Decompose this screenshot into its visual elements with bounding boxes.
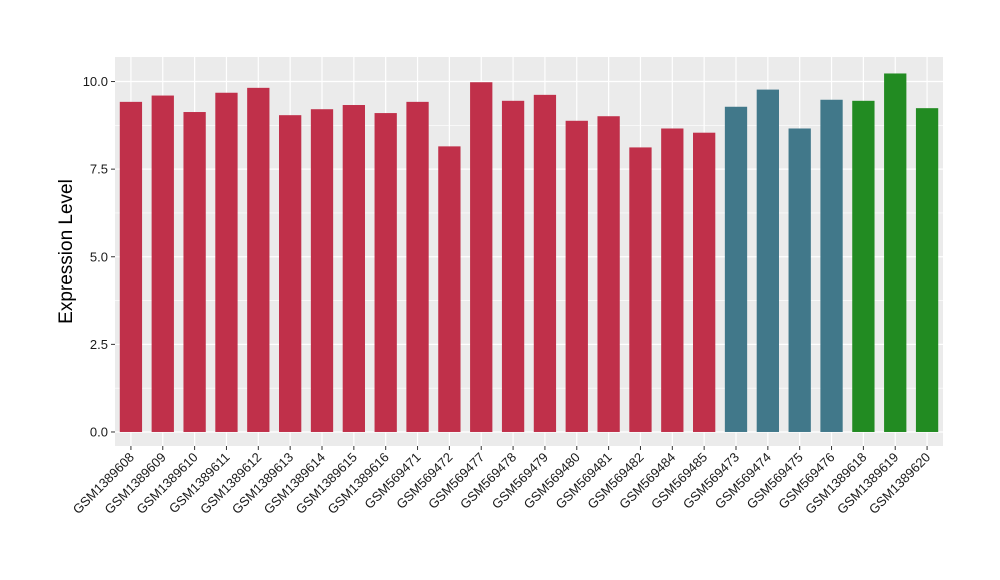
y-tick-label: 5.0 (90, 249, 108, 264)
bar-gsm1389619 (884, 73, 907, 432)
bar-gsm1389618 (852, 100, 875, 432)
y-axis: 0.0 2.5 5.0 7.5 10.0 (83, 74, 115, 439)
bar-gsm569475 (788, 128, 811, 432)
bar-gsm569474 (756, 89, 779, 432)
y-tick-label: 7.5 (90, 162, 108, 177)
bar-gsm569477 (470, 82, 493, 432)
bar-gsm569481 (597, 116, 620, 432)
bar-gsm1389613 (279, 115, 302, 432)
bar-gsm569476 (820, 99, 843, 432)
bar-gsm1389616 (374, 113, 397, 432)
bar-gsm569471 (406, 101, 429, 432)
bar-gsm1389610 (183, 112, 206, 432)
bar-gsm569478 (501, 100, 525, 432)
bar-gsm569482 (629, 147, 652, 432)
bar-gsm1389614 (310, 109, 334, 432)
bar-gsm1389608 (119, 101, 143, 432)
bar-gsm569479 (533, 94, 557, 432)
bar-gsm569473 (724, 106, 748, 432)
y-tick-label: 2.5 (90, 337, 108, 352)
bar-gsm569472 (438, 146, 461, 432)
y-axis-title: Expression Level (56, 179, 77, 324)
bar-gsm1389615 (342, 105, 365, 432)
y-tick-label: 10.0 (83, 74, 108, 89)
plot-background (115, 57, 943, 446)
bar-gsm1389609 (151, 95, 174, 432)
bar-gsm569480 (565, 120, 588, 432)
bar-gsm569485 (693, 132, 716, 432)
bar-gsm569484 (661, 128, 684, 432)
bar-gsm1389611 (215, 92, 238, 432)
bars (119, 73, 939, 432)
bar-gsm1389620 (915, 108, 939, 432)
bar-gsm1389612 (247, 87, 270, 432)
y-tick-label: 0.0 (90, 424, 108, 439)
x-axis: GSM1389608GSM1389609GSM1389610GSM1389611… (70, 446, 933, 517)
